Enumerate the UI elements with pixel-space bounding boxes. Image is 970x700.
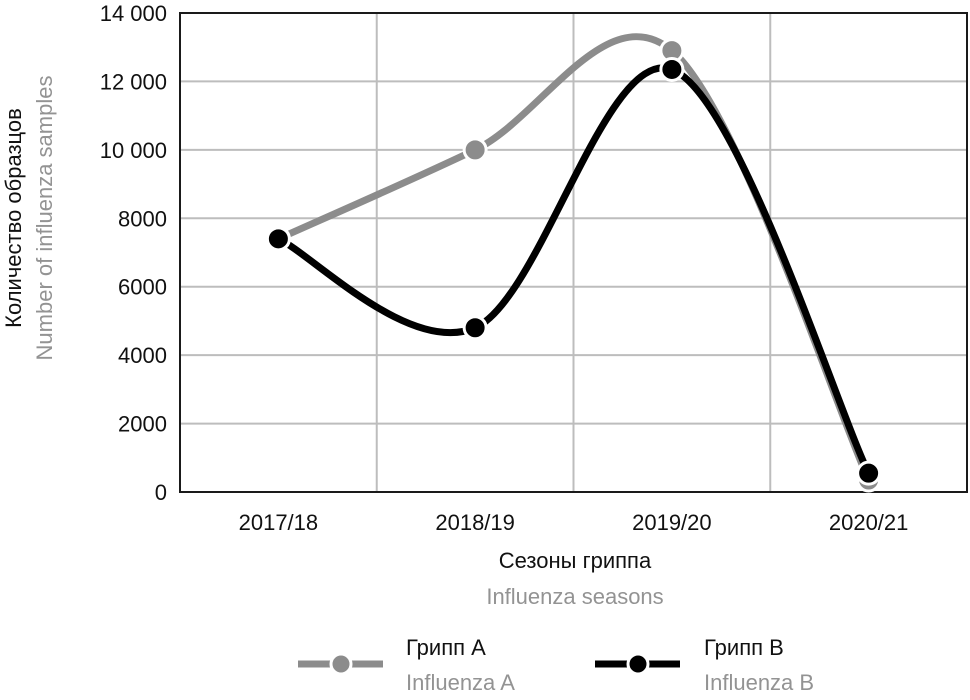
y-tick-label: 14 000: [100, 1, 167, 26]
legend-label-influenza-a: Грипп A: [406, 635, 486, 660]
x-tick-label: 2017/18: [239, 510, 319, 535]
y-tick-label: 4000: [118, 343, 167, 368]
y-tick-label: 12 000: [100, 69, 167, 94]
legend-label-influenza-b-en: Influenza B: [704, 670, 814, 695]
x-tick-label: 2020/21: [829, 510, 909, 535]
legend-label-influenza-a-en: Influenza A: [406, 670, 515, 695]
x-tick-label: 2018/19: [435, 510, 515, 535]
grid-layer: [180, 13, 967, 492]
x-tick-label: 2019/20: [632, 510, 712, 535]
y-tick-labels: 0 2000 4000 6000 8000 10 000 12 000 14 000: [100, 1, 167, 505]
y-tick-label: 2000: [118, 412, 167, 437]
legend-label-influenza-b: Грипп B: [704, 635, 784, 660]
y-tick-label: 10 000: [100, 138, 167, 163]
legend-marker-influenza-b: [626, 652, 650, 676]
plot-frame: [179, 12, 968, 493]
y-tick-label: 6000: [118, 275, 167, 300]
legend-item-influenza-a: Грипп A Influenza A: [298, 635, 515, 695]
series-line-influenza-b: [274, 64, 873, 477]
data-point-influenza-b: [265, 226, 291, 252]
legend-item-influenza-b: Грипп B Influenza B: [595, 635, 814, 695]
data-point-influenza-a: [462, 137, 488, 163]
y-tick-label: 8000: [118, 206, 167, 231]
x-axis-label-en: Influenza seasons: [486, 584, 663, 609]
series-layer: [265, 33, 882, 493]
data-point-influenza-b: [462, 315, 488, 341]
y-tick-label: 0: [155, 480, 167, 505]
x-tick-labels: 2017/18 2018/19 2019/20 2020/21: [239, 510, 909, 535]
data-point-influenza-b: [856, 460, 882, 486]
y-axis-label: Количество образцов: [1, 108, 26, 328]
legend-marker-influenza-a: [329, 652, 353, 676]
x-axis-label: Сезоны гриппа: [499, 548, 652, 573]
legend: Грипп A Influenza A Грипп B Influenza B: [298, 635, 814, 695]
y-axis-label-en: Number of influenza samples: [32, 76, 57, 361]
data-point-influenza-b: [659, 56, 685, 82]
